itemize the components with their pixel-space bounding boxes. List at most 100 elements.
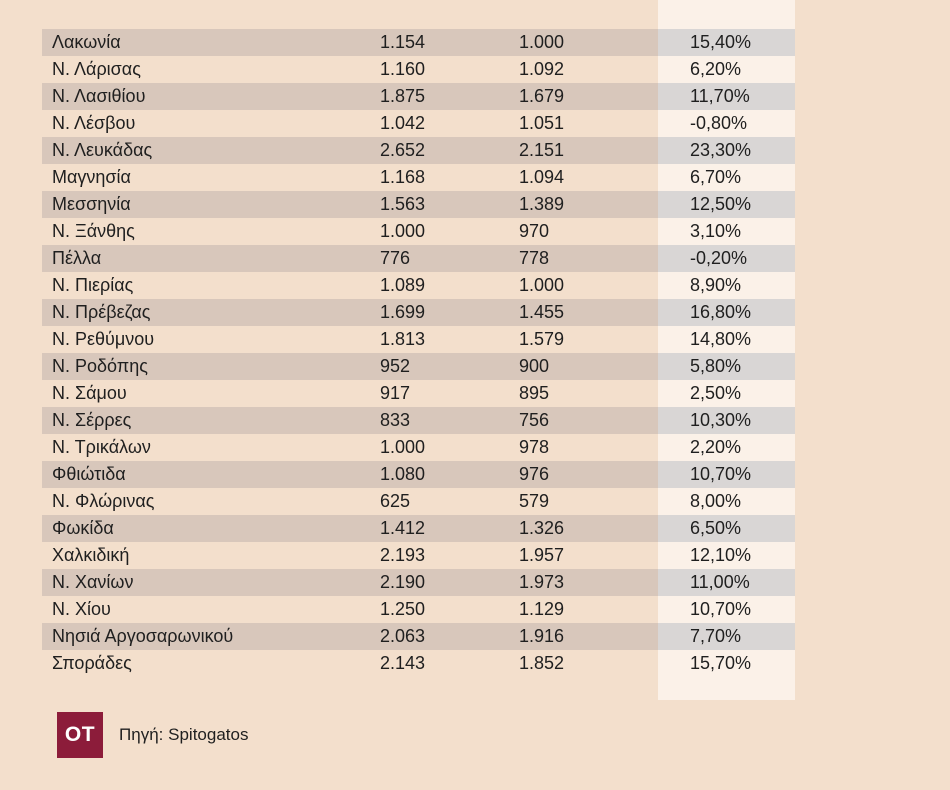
row-value1-cell: 1.000 <box>380 221 426 241</box>
row-name-cell: Ν. Λασιθίου <box>52 86 146 106</box>
row-value2-cell: 579 <box>519 491 550 511</box>
row-name-cell: Ν. Λέσβου <box>52 113 136 133</box>
row-value1-cell: 1.250 <box>380 599 426 619</box>
table-row: Ν. Χανίων 2.190 1.973 11,00% <box>42 569 795 596</box>
row-percent-cell: -0,20% <box>690 248 748 268</box>
row-percent-cell: 15,70% <box>690 653 752 673</box>
row-name-cell: Σποράδες <box>52 653 132 673</box>
row-percent-cell: 10,30% <box>690 410 752 430</box>
row-name-cell: Χαλκιδική <box>52 545 130 565</box>
row-name-cell: Μεσσηνία <box>52 194 131 214</box>
row-percent-cell: 8,90% <box>690 275 742 295</box>
row-name-cell: Μαγνησία <box>52 167 131 187</box>
table-row: Ν. Τρικάλων 1.000 978 2,20% <box>42 434 795 461</box>
row-value1-cell: 1.412 <box>380 518 426 538</box>
row-value2-cell: 778 <box>519 248 550 268</box>
row-percent-cell: 16,80% <box>690 302 752 322</box>
row-percent-cell: 5,80% <box>690 356 742 376</box>
table-row: Ν. Ξάνθης 1.000 970 3,10% <box>42 218 795 245</box>
row-value2-cell: 1.973 <box>519 572 565 592</box>
table-row: Ν. Λευκάδας 2.652 2.151 23,30% <box>42 137 795 164</box>
row-value1-cell: 1.563 <box>380 194 426 214</box>
row-value1-cell: 1.089 <box>380 275 426 295</box>
row-value2-cell: 976 <box>519 464 550 484</box>
row-name-cell: Ν. Σάμου <box>52 383 127 403</box>
row-name-cell: Ν. Σέρρες <box>52 410 132 430</box>
row-value2-cell: 900 <box>519 356 550 376</box>
row-value2-cell: 1.679 <box>519 86 565 106</box>
row-name-cell: Ν. Λευκάδας <box>52 140 153 160</box>
row-value1-cell: 1.813 <box>380 329 426 349</box>
row-name-cell: Ν. Τρικάλων <box>52 437 151 457</box>
row-percent-cell: 2,20% <box>690 437 742 457</box>
row-name-cell: Πέλλα <box>52 248 102 268</box>
row-name-cell: Ν. Χανίων <box>52 572 134 592</box>
row-value2-cell: 1.129 <box>519 599 565 619</box>
table-row: Νησιά Αργοσαρωνικού 2.063 1.916 7,70% <box>42 623 795 650</box>
row-percent-cell: 6,70% <box>690 167 742 187</box>
row-value2-cell: 1.000 <box>519 32 565 52</box>
table-row: Φωκίδα 1.412 1.326 6,50% <box>42 515 795 542</box>
row-value2-cell: 1.389 <box>519 194 565 214</box>
row-value2-cell: 895 <box>519 383 550 403</box>
table-row: Ν. Πρέβεζας 1.699 1.455 16,80% <box>42 299 795 326</box>
row-percent-cell: 8,00% <box>690 491 742 511</box>
row-name-cell: Φθιώτιδα <box>52 464 126 484</box>
row-percent-cell: 7,70% <box>690 626 742 646</box>
row-value1-cell: 2.063 <box>380 626 426 646</box>
row-value1-cell: 2.652 <box>380 140 426 160</box>
row-percent-cell: -0,80% <box>690 113 748 133</box>
row-value1-cell: 625 <box>380 491 411 511</box>
table-row: Χαλκιδική 2.193 1.957 12,10% <box>42 542 795 569</box>
row-value1-cell: 1.699 <box>380 302 426 322</box>
row-value1-cell: 833 <box>380 410 411 430</box>
table-row: Ν. Λέσβου 1.042 1.051 -0,80% <box>42 110 795 137</box>
row-value1-cell: 2.190 <box>380 572 426 592</box>
table-row: Λακωνία 1.154 1.000 15,40% <box>42 29 795 56</box>
row-name-cell: Ν. Πρέβεζας <box>52 302 151 322</box>
row-value2-cell: 1.326 <box>519 518 565 538</box>
row-name-cell: Νησιά Αργοσαρωνικού <box>52 626 234 646</box>
row-value1-cell: 1.875 <box>380 86 426 106</box>
row-name-cell: Ν. Ξάνθης <box>52 221 135 241</box>
ot-logo: OT <box>57 712 103 758</box>
row-value2-cell: 1.579 <box>519 329 565 349</box>
row-value1-cell: 2.193 <box>380 545 426 565</box>
row-percent-cell: 2,50% <box>690 383 742 403</box>
source-label: Πηγή: Spitogatos <box>119 725 249 744</box>
row-value2-cell: 2.151 <box>519 140 565 160</box>
row-value1-cell: 1.154 <box>380 32 426 52</box>
table-row: Ν. Χίου 1.250 1.129 10,70% <box>42 596 795 623</box>
row-value2-cell: 1.092 <box>519 59 565 79</box>
row-name-cell: Ν. Ροδόπης <box>52 356 148 376</box>
row-value1-cell: 2.143 <box>380 653 426 673</box>
row-percent-cell: 11,00% <box>690 572 750 592</box>
row-value2-cell: 1.455 <box>519 302 565 322</box>
row-value2-cell: 1.852 <box>519 653 565 673</box>
row-name-cell: Ν. Πιερίας <box>52 275 134 295</box>
row-percent-cell: 15,40% <box>690 32 752 52</box>
row-value2-cell: 970 <box>519 221 550 241</box>
table-row: Ν. Λασιθίου 1.875 1.679 11,70% <box>42 83 795 110</box>
table-row: Μαγνησία 1.168 1.094 6,70% <box>42 164 795 191</box>
row-percent-cell: 23,30% <box>690 140 752 160</box>
row-value2-cell: 1.957 <box>519 545 565 565</box>
data-table: Λακωνία 1.154 1.000 15,40% Ν. Λάρισας 1.160 1.… <box>42 29 795 677</box>
row-value1-cell: 1.160 <box>380 59 426 79</box>
row-value1-cell: 1.000 <box>380 437 426 457</box>
table-row: Μεσσηνία 1.563 1.389 12,50% <box>42 191 795 218</box>
row-percent-cell: 12,10% <box>690 545 752 565</box>
row-value1-cell: 1.080 <box>380 464 426 484</box>
row-percent-cell: 14,80% <box>690 329 752 349</box>
row-value2-cell: 1.000 <box>519 275 565 295</box>
row-percent-cell: 11,70% <box>690 86 750 106</box>
table-row: Ν. Πιερίας 1.089 1.000 8,90% <box>42 272 795 299</box>
row-percent-cell: 6,50% <box>690 518 742 538</box>
table-row: Σποράδες 2.143 1.852 15,70% <box>42 650 795 677</box>
table-row: Ν. Λάρισας 1.160 1.092 6,20% <box>42 56 795 83</box>
row-percent-cell: 6,20% <box>690 59 742 79</box>
row-name-cell: Λακωνία <box>52 32 121 52</box>
row-value1-cell: 776 <box>380 248 411 268</box>
table-row: Ν. Σάμου 917 895 2,50% <box>42 380 795 407</box>
table-row: Πέλλα 776 778 -0,20% <box>42 245 795 272</box>
